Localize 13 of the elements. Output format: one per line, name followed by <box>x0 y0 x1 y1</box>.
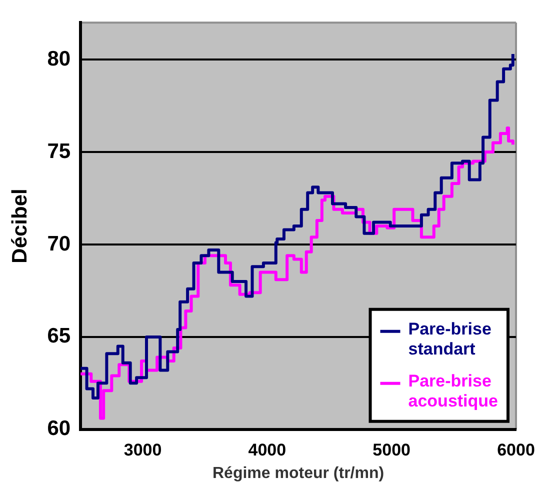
y-tick-label: 75 <box>47 140 71 163</box>
x-tick-label: 3000 <box>124 440 162 460</box>
x-tick-label: 4000 <box>248 440 286 460</box>
legend-label: Pare-brise acoustique <box>408 372 498 411</box>
x-axis-title: Régime moteur (tr/mn) <box>212 464 384 482</box>
y-tick-label: 65 <box>47 324 71 348</box>
y-tick-label: 80 <box>47 47 71 70</box>
y-tick-label: 60 <box>47 417 71 440</box>
legend-label: Pare-brise standart <box>408 320 492 359</box>
y-tick-label: 70 <box>47 232 71 256</box>
x-tick-label: 6000 <box>497 440 535 460</box>
x-tick-label: 5000 <box>372 440 410 460</box>
y-axis-title: Décibel <box>8 188 32 264</box>
